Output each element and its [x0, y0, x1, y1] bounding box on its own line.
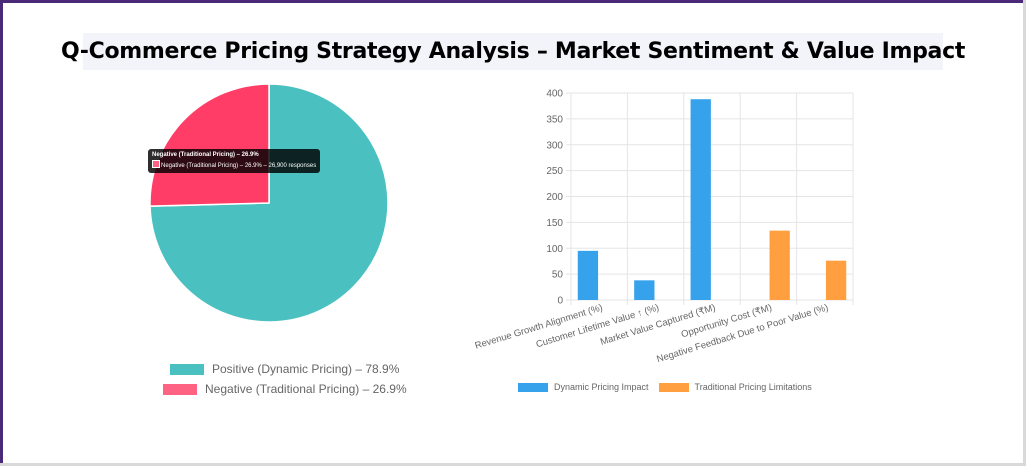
y-tick-label: 50 [552, 270, 564, 281]
bar-legend-traditional[interactable]: Traditional Pricing Limitations [658, 382, 812, 392]
legend-label-negative: Negative (Traditional Pricing) – 26.9% [205, 382, 407, 396]
tooltip-title: Negative (Traditional Pricing) – 26.9% [152, 152, 259, 158]
bar-traditional[interactable] [825, 260, 847, 300]
title-banner: Q-Commerce Pricing Strategy Analysis – M… [61, 33, 965, 70]
y-tick-label: 250 [546, 166, 563, 177]
bar-dynamic[interactable] [634, 280, 655, 300]
legend-swatch-dynamic [518, 382, 548, 392]
bar-legend: Dynamic Pricing Impact Traditional Prici… [518, 382, 822, 392]
y-tick-label: 100 [546, 244, 563, 255]
y-tick-label: 300 [546, 140, 563, 151]
legend-swatch-negative [163, 383, 197, 395]
y-tick-label: 0 [557, 296, 563, 307]
pie-legend-positive[interactable]: Positive (Dynamic Pricing) – 78.9% [170, 362, 399, 376]
legend-swatch-traditional [658, 382, 689, 392]
bar-traditional[interactable] [769, 230, 790, 300]
bar-dynamic[interactable] [577, 250, 599, 300]
y-tick-label: 400 [546, 89, 563, 100]
legend-label-dynamic: Dynamic Pricing Impact [554, 382, 649, 392]
y-tick-label: 200 [546, 192, 563, 203]
page-title: Q-Commerce Pricing Strategy Analysis – M… [60, 39, 966, 64]
legend-swatch-positive [170, 363, 204, 375]
pie-chart[interactable] [140, 75, 400, 335]
tooltip-swatch [152, 160, 160, 168]
bar-legend-dynamic[interactable]: Dynamic Pricing Impact [518, 382, 649, 392]
legend-label-positive: Positive (Dynamic Pricing) – 78.9% [212, 362, 400, 376]
pie-tooltip: Negative (Traditional Pricing) – 26.9% N… [148, 149, 321, 173]
bar-dynamic[interactable] [690, 99, 711, 301]
pie-legend-negative[interactable]: Negative (Traditional Pricing) – 26.9% [163, 382, 407, 396]
tooltip-body: Negative (Traditional Pricing) – 26.9% –… [161, 163, 317, 169]
pie-slice-negative[interactable] [149, 83, 270, 207]
y-tick-label: 350 [546, 114, 563, 125]
y-tick-label: 150 [546, 218, 563, 229]
legend-label-traditional: Traditional Pricing Limitations [694, 382, 812, 392]
